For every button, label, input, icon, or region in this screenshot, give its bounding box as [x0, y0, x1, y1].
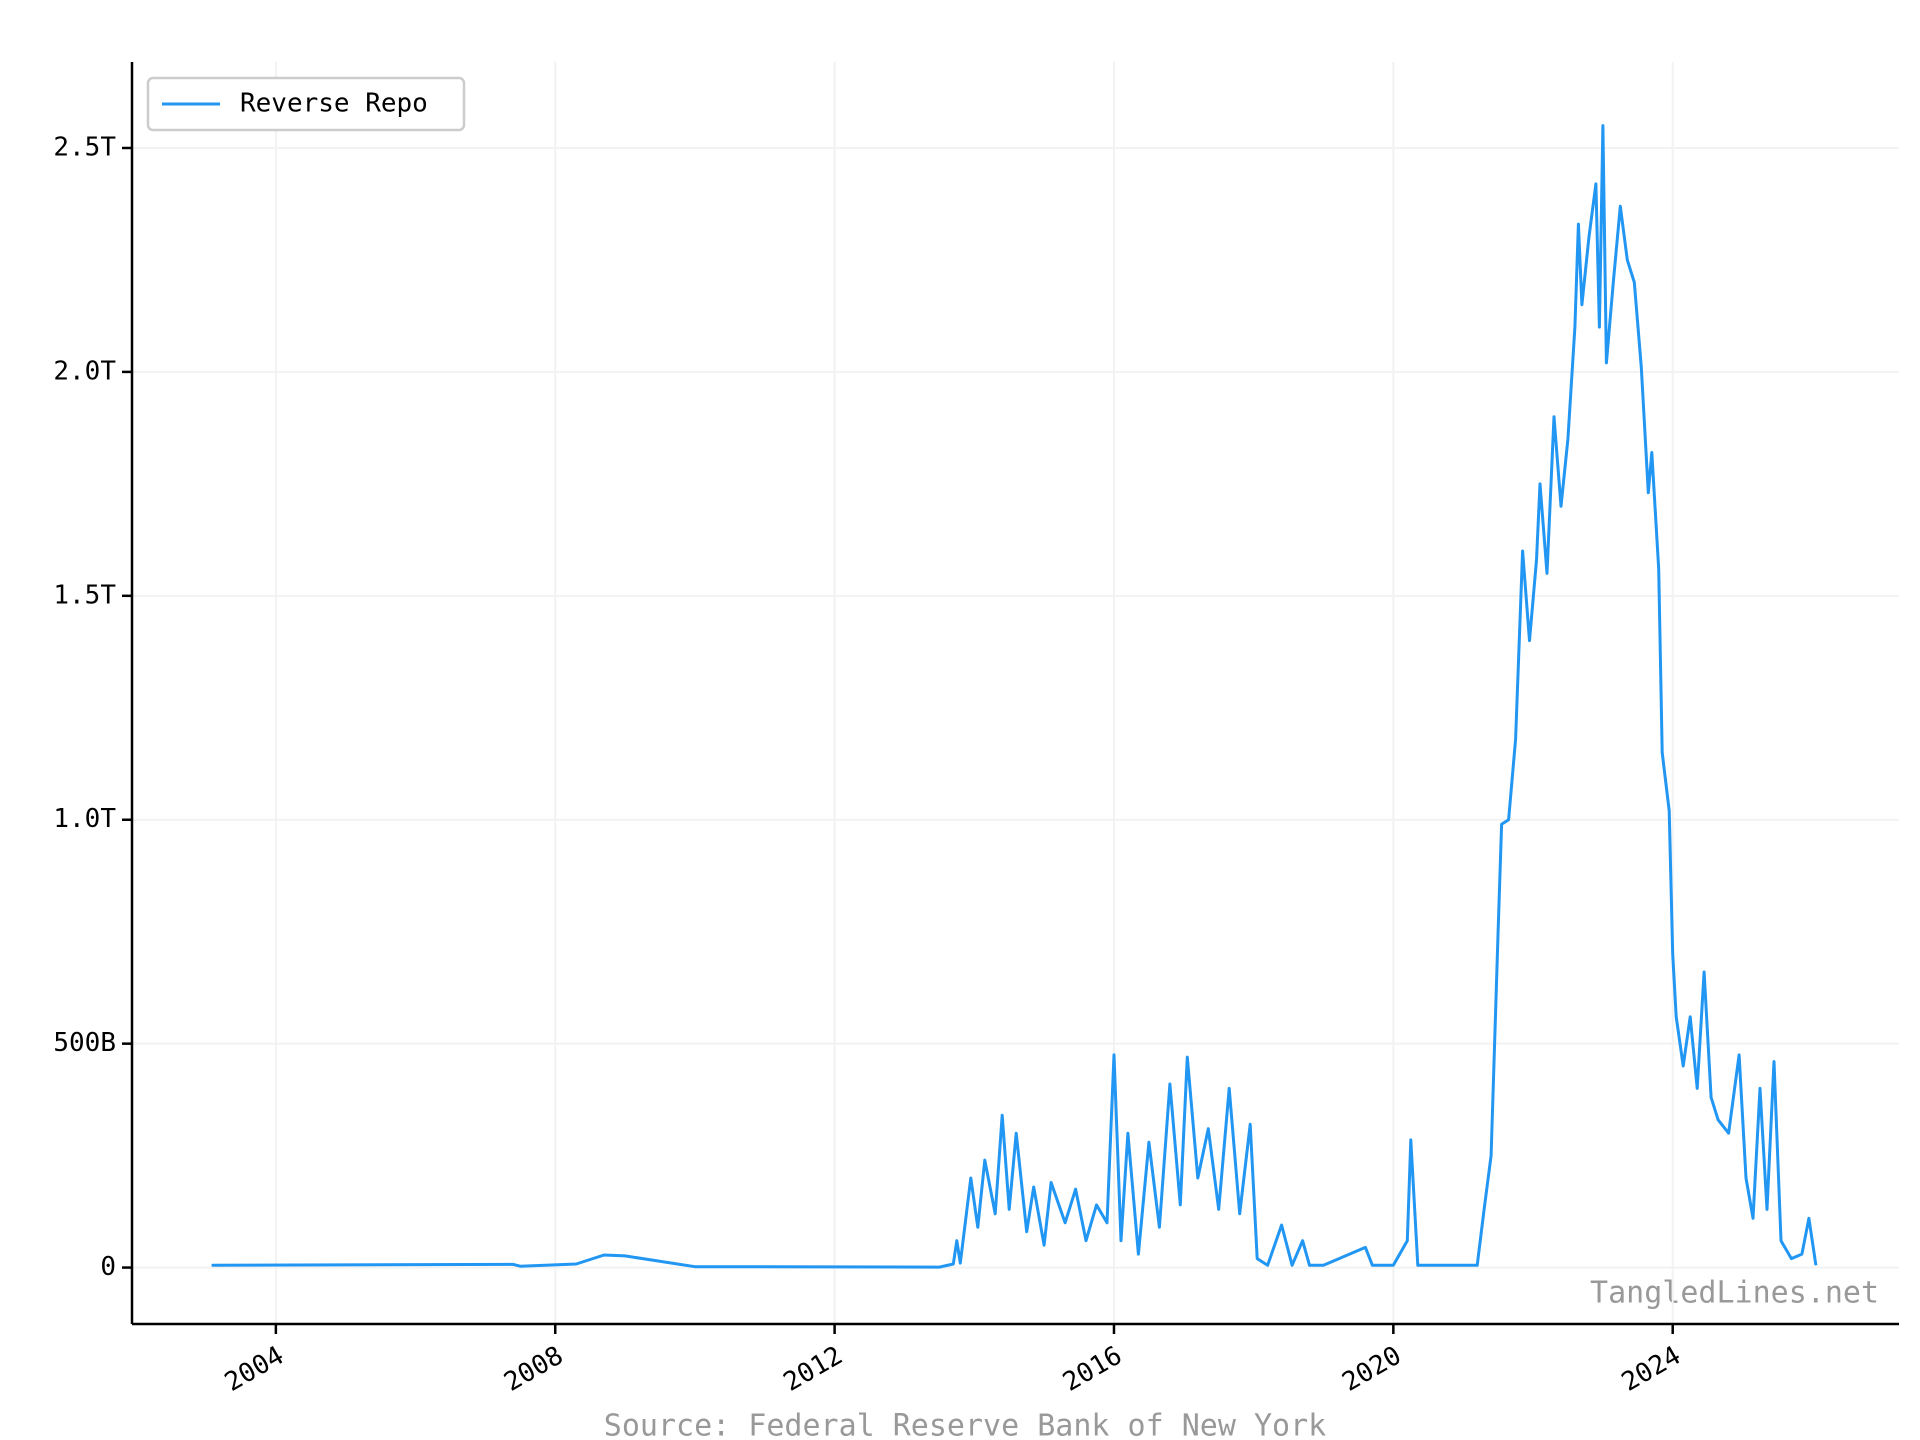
legend: Reverse Repo	[146, 76, 466, 132]
legend-box	[146, 76, 466, 132]
y-tick-label: 2.0T	[53, 356, 116, 386]
watermark: TangledLines.net	[1590, 1276, 1879, 1311]
y-tick-label: 2.5T	[53, 132, 116, 162]
x-tick-label: 2020	[1337, 1341, 1406, 1398]
legend-label: Reverse Repo	[240, 89, 428, 119]
x-tick-label: 2008	[499, 1341, 568, 1398]
data-line	[211, 124, 1818, 1269]
source-note: Source: Federal Reserve Bank of New York	[604, 1409, 1326, 1440]
x-tick-label: 2004	[220, 1341, 289, 1398]
y-tick-label: 500B	[53, 1028, 116, 1058]
y-tick-label: 1.0T	[53, 804, 116, 834]
x-tick-label: 2016	[1058, 1341, 1127, 1398]
x-tick-label: 2024	[1617, 1341, 1686, 1398]
y-tick-label: 0	[100, 1252, 116, 1282]
x-tick-label: 2012	[779, 1341, 848, 1398]
y-tick-label: 1.5T	[53, 580, 116, 610]
